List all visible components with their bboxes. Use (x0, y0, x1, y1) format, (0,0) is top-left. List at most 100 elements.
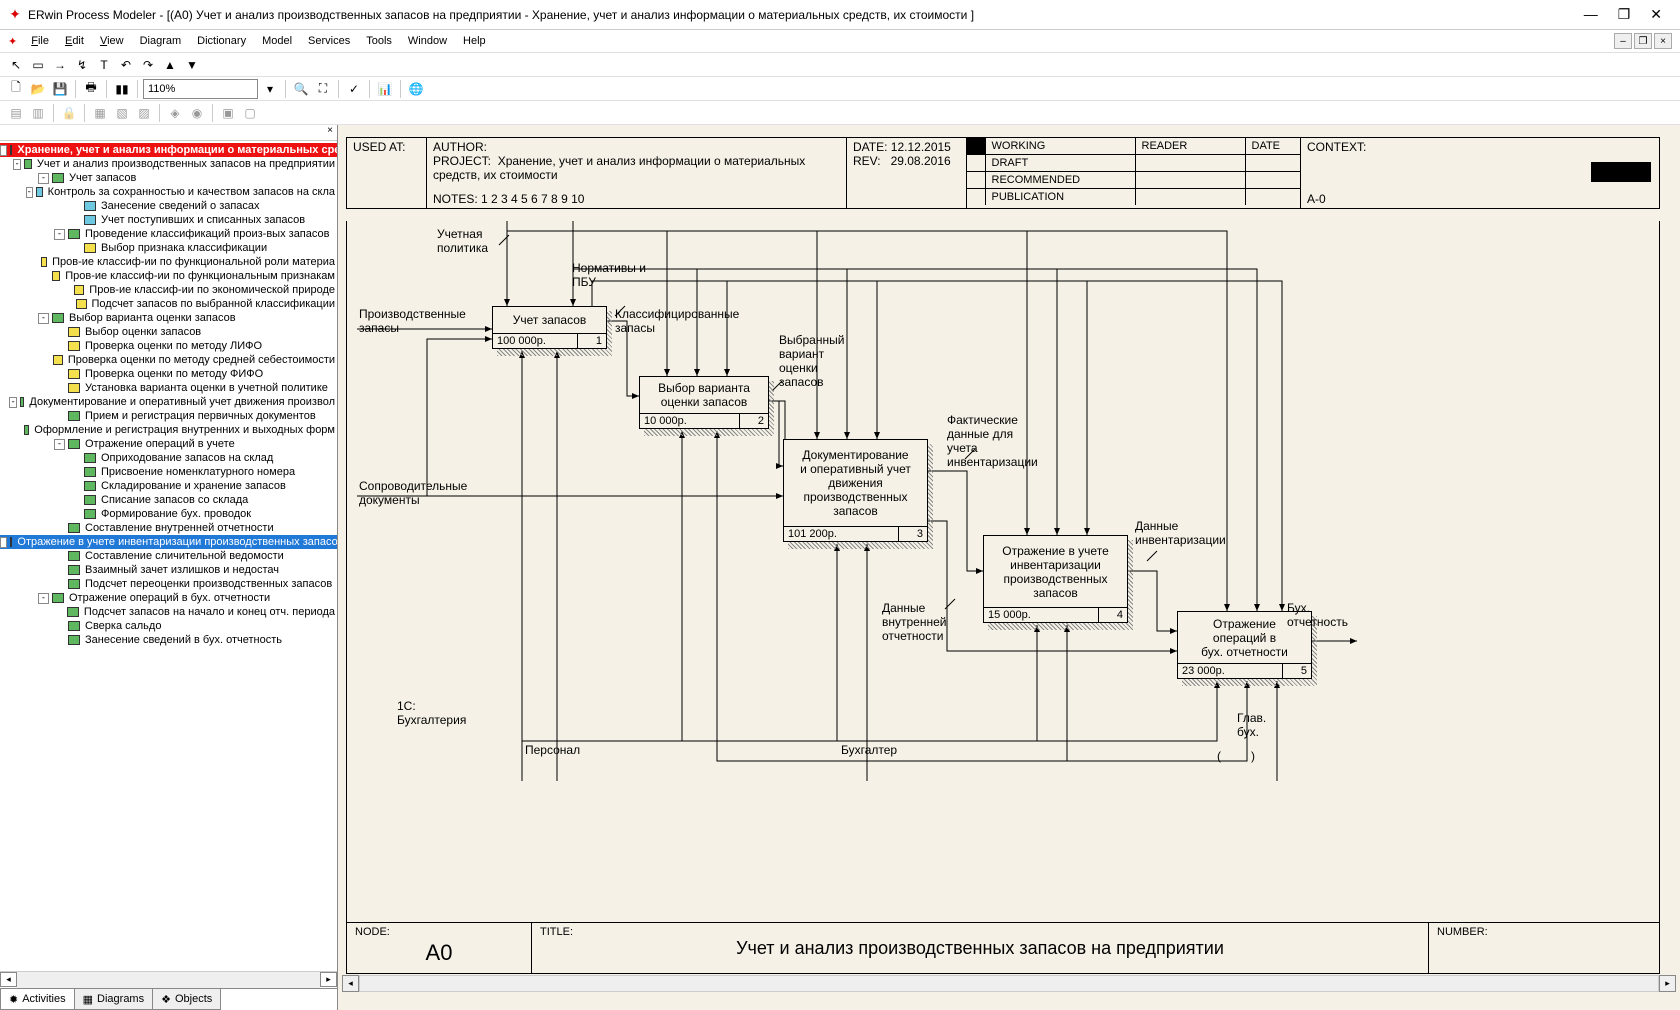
tree-node[interactable]: -Документирование и оперативный учет дви… (0, 395, 337, 409)
expand-icon[interactable] (54, 635, 65, 646)
expand-icon[interactable] (17, 425, 21, 436)
menu-model[interactable]: Model (254, 33, 300, 49)
maximize-button[interactable]: ❐ (1618, 6, 1631, 23)
mdi-close-button[interactable]: × (1654, 33, 1672, 49)
expand-icon[interactable] (70, 495, 81, 506)
expand-icon[interactable] (54, 341, 65, 352)
zoom-dropdown-button[interactable]: ▾ (260, 79, 280, 99)
menu-dictionary[interactable]: Dictionary (189, 33, 254, 49)
zoom-in-button[interactable]: 🔍 (291, 79, 311, 99)
globe-button[interactable]: 🌐 (406, 79, 426, 99)
tree-node[interactable]: Занесение сведений в бух. отчетность (0, 633, 337, 647)
expand-icon[interactable]: - (0, 537, 7, 548)
goto-child-button[interactable]: ▼ (182, 55, 202, 75)
menu-tools[interactable]: Tools (358, 33, 400, 49)
expand-icon[interactable]: - (26, 187, 33, 198)
tab-objects[interactable]: ❖Objects (152, 989, 221, 1010)
tree-node[interactable]: Подсчет запасов на начало и конец отч. п… (0, 605, 337, 619)
tree-node[interactable]: Прием и регистрация первичных документов (0, 409, 337, 423)
expand-icon[interactable] (42, 355, 50, 366)
tree-node[interactable]: Формирование бух. проводок (0, 507, 337, 521)
goto-parent-button[interactable]: ▲ (160, 55, 180, 75)
tree-node[interactable]: -Учет и анализ производственных запасов … (0, 157, 337, 171)
tree-node[interactable]: Списание запасов со склада (0, 493, 337, 507)
tree-node[interactable]: Составление внутренней отчетности (0, 521, 337, 535)
tree-node[interactable]: Сверка сальдо (0, 619, 337, 633)
tree-node[interactable]: -Отражение операций в бух. отчетности (0, 591, 337, 605)
expand-icon[interactable] (54, 621, 65, 632)
tree-node[interactable]: Подсчет запасов по выбранной классификац… (0, 297, 337, 311)
expand-icon[interactable] (70, 467, 81, 478)
tab-activities[interactable]: ✹Activities (0, 989, 75, 1010)
close-button[interactable]: ✕ (1650, 6, 1662, 23)
activity-box[interactable]: Отражение в учете инвентаризации произво… (983, 535, 1128, 623)
expand-icon[interactable]: - (38, 313, 49, 324)
zoom-fit-button[interactable]: ⛶ (313, 79, 333, 99)
expand-icon[interactable] (32, 257, 37, 268)
diagram-canvas[interactable]: USED AT: AUTHOR: PROJECT: Хранение, учет… (338, 125, 1680, 1010)
menu-help[interactable]: Help (455, 33, 494, 49)
open-button[interactable]: 📂 (28, 79, 48, 99)
expand-icon[interactable] (54, 369, 65, 380)
menu-window[interactable]: Window (400, 33, 455, 49)
expand-icon[interactable]: - (9, 397, 16, 408)
tree-node[interactable]: -Отражение операций в учете (0, 437, 337, 451)
tree-node[interactable]: Оприходование запасов на склад (0, 451, 337, 465)
expand-icon[interactable] (54, 523, 65, 534)
expand-icon[interactable] (70, 453, 81, 464)
expand-icon[interactable] (54, 327, 65, 338)
minimize-button[interactable]: — (1584, 6, 1598, 23)
tree-node[interactable]: Проверка оценки по методу средней себест… (0, 353, 337, 367)
expand-icon[interactable] (63, 299, 73, 310)
tree-node[interactable]: Выбор оценки запасов (0, 325, 337, 339)
activity-tool-button[interactable]: ▭ (28, 55, 48, 75)
expand-icon[interactable] (70, 215, 81, 226)
squiggle-tool-button[interactable]: ↯ (72, 55, 92, 75)
tree-node[interactable]: Выбор признака классификации (0, 241, 337, 255)
tree-node[interactable]: Учет поступивших и списанных запасов (0, 213, 337, 227)
expand-icon[interactable] (54, 579, 65, 590)
tree-node[interactable]: -Хранение, учет и анализ информации о ма… (0, 143, 337, 157)
tree-node[interactable]: Пров-ие классиф-ии по экономической прир… (0, 283, 337, 297)
tree-node[interactable]: Подсчет переоценки производственных запа… (0, 577, 337, 591)
activity-box[interactable]: Учет запасов100 000р.1 (492, 306, 607, 349)
new-button[interactable]: 🗋 (6, 79, 26, 99)
diagram-hscroll[interactable]: ◂▸ (342, 975, 1676, 992)
tree-node[interactable]: Взаимный зачет излишков и недостач (0, 563, 337, 577)
activity-box[interactable]: Документирование и оперативный учет движ… (783, 439, 928, 542)
tree-node[interactable]: Проверка оценки по методу ФИФО (0, 367, 337, 381)
panel-close-button[interactable]: × (0, 125, 337, 141)
menu-services[interactable]: Services (300, 33, 358, 49)
activity-tree[interactable]: -Хранение, учет и анализ информации о ма… (0, 141, 337, 971)
tree-node[interactable]: -Проведение классификаций произ-вых запа… (0, 227, 337, 241)
expand-icon[interactable]: - (0, 145, 7, 156)
expand-icon[interactable]: - (38, 593, 49, 604)
check-button[interactable]: ✓ (344, 79, 364, 99)
tree-node[interactable]: Проверка оценки по методу ЛИФО (0, 339, 337, 353)
tree-node[interactable]: Установка варианта оценки в учетной поли… (0, 381, 337, 395)
expand-icon[interactable]: - (13, 159, 20, 170)
print-button[interactable]: 🖶 (81, 79, 101, 99)
menu-diagram[interactable]: Diagram (132, 33, 190, 49)
tree-node[interactable]: Присвоение номенклатурного номера (0, 465, 337, 479)
text-tool-button[interactable]: T (94, 55, 114, 75)
report-button[interactable]: 📊 (375, 79, 395, 99)
mdi-minimize-button[interactable]: – (1614, 33, 1632, 49)
arrow-tool-button[interactable]: → (50, 55, 70, 75)
expand-icon[interactable] (54, 383, 65, 394)
expand-icon[interactable] (54, 411, 65, 422)
zoom-input[interactable] (143, 79, 258, 99)
redo-button[interactable]: ↷ (138, 55, 158, 75)
expand-icon[interactable]: - (54, 229, 65, 240)
menu-edit[interactable]: Edit (57, 33, 92, 49)
expand-icon[interactable] (70, 201, 81, 212)
expand-icon[interactable] (70, 509, 81, 520)
tree-hscroll[interactable]: ◂▸ (0, 971, 337, 988)
activity-box[interactable]: Выбор варианта оценки запасов10 000р.2 (639, 376, 769, 429)
expand-icon[interactable] (70, 481, 81, 492)
menu-file[interactable]: File (23, 33, 57, 49)
tree-node[interactable]: Составление сличительной ведомости (0, 549, 337, 563)
expand-icon[interactable] (70, 243, 81, 254)
expand-icon[interactable] (61, 285, 71, 296)
expand-icon[interactable]: - (38, 173, 49, 184)
